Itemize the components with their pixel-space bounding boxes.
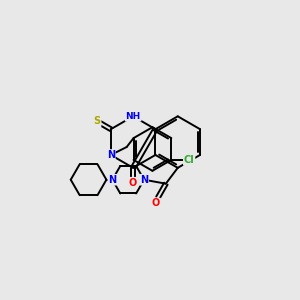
Text: NH: NH [125, 112, 141, 121]
Text: O: O [152, 199, 160, 208]
Text: N: N [108, 175, 116, 185]
Text: N: N [107, 150, 115, 160]
Text: Cl: Cl [184, 155, 194, 165]
Text: O: O [129, 178, 137, 188]
Text: S: S [94, 116, 101, 126]
Text: N: N [140, 175, 148, 185]
